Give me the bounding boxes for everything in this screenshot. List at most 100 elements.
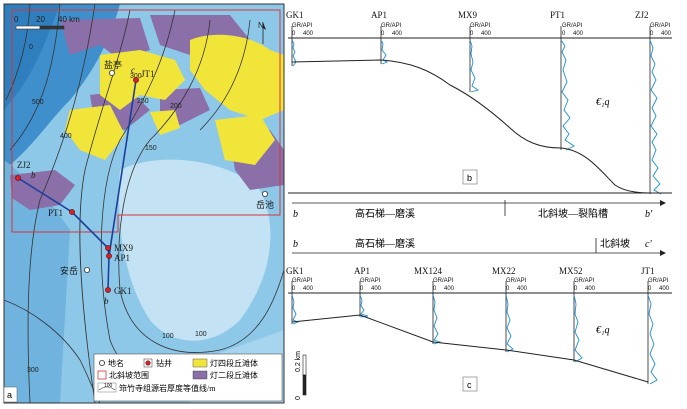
well-name: GK1	[286, 266, 304, 276]
gr-log	[573, 294, 583, 363]
section-c-well-names: GK1 AP1 MX124 MX22 MX52 JT1	[286, 266, 655, 276]
formation-label: €₁q	[596, 325, 609, 336]
contour-label: 0	[29, 44, 33, 51]
svg-text:GR/API: GR/API	[574, 278, 595, 284]
section-c-base-horizon	[291, 314, 649, 383]
legend-isoline-icon	[98, 386, 116, 391]
map-legend: 地名 钻井 灯四段丘滩体 北斜坡范围 灯二段丘滩体 100 筇竹寺组源岩厚度等值…	[93, 353, 283, 402]
panel-label-c: c	[467, 380, 472, 390]
contour-label: 100	[195, 331, 207, 338]
legend-box	[93, 353, 283, 402]
contour-label: 100	[162, 333, 174, 340]
dengsiduan-body	[100, 50, 185, 110]
zone-label: 北斜坡—裂陷槽	[538, 207, 608, 220]
svg-text:400: 400	[573, 31, 584, 37]
dengerduan-body	[60, 18, 150, 60]
contour-label: 150	[145, 145, 157, 152]
panel-label-a: a	[7, 390, 12, 400]
section-c-well-columns	[291, 281, 649, 384]
well-label: ZJ2	[17, 160, 31, 170]
svg-text:GR/API: GR/API	[506, 278, 527, 284]
section-b-well-columns	[291, 26, 651, 194]
svg-text:0: 0	[506, 286, 510, 292]
arrow-right-icon	[660, 250, 666, 256]
gr-log	[380, 39, 389, 65]
section-end-label: b	[104, 296, 109, 306]
section-line-c	[108, 79, 137, 257]
gr-log	[505, 294, 514, 353]
zone-label: 北斜坡	[600, 237, 630, 250]
section-c-panel: b 高石梯—磨溪 北斜坡 c' GK1 AP1 MX124 MX22 MX52 …	[286, 237, 672, 400]
svg-text:400: 400	[585, 286, 596, 292]
well-label: MX9	[114, 243, 134, 253]
svg-text:400: 400	[481, 31, 492, 37]
section-b-base-horizon	[291, 59, 672, 194]
well-markers	[15, 77, 139, 293]
dengsiduan-body	[215, 115, 275, 165]
city-marker	[84, 266, 91, 273]
well-label: JT1	[141, 69, 155, 79]
svg-text:400: 400	[303, 31, 314, 37]
city-label: 盐亭	[104, 59, 122, 70]
map-labels: JT1 ZJ2 PT1 MX9 AP1 GK1 盐亭 安岳 岳池 c b b	[17, 59, 274, 306]
city-marker	[261, 190, 268, 197]
svg-text:0: 0	[470, 31, 474, 37]
legend-label: 北斜坡范围	[109, 370, 149, 380]
legend-label: 地名	[108, 358, 124, 368]
dengerduan-body	[10, 170, 75, 210]
north-label: N	[258, 21, 264, 30]
svg-text:0: 0	[292, 31, 296, 37]
svg-text:0: 0	[574, 286, 578, 292]
well-label: GK1	[114, 286, 132, 296]
section-end-label: b	[31, 170, 36, 180]
well-name: ZJ2	[635, 10, 649, 20]
contour-label: 500	[32, 99, 44, 106]
well-marker	[106, 253, 112, 259]
gr-log	[560, 39, 575, 151]
svg-text:GR/API: GR/API	[470, 23, 491, 29]
well-name: GK1	[286, 10, 304, 20]
contour-line	[118, 19, 284, 353]
scale-label: 0	[295, 396, 302, 400]
section-end-label: c'	[645, 239, 652, 250]
svg-text:GR/API: GR/API	[292, 278, 313, 284]
well-label: AP1	[114, 253, 130, 263]
contour-labels: 0 100 150 200 250 300 400 500 100 300	[27, 44, 207, 374]
contour-label: 200	[170, 103, 182, 110]
scale-label: 20	[36, 15, 45, 24]
svg-text:400: 400	[444, 286, 455, 292]
well-name: JT1	[641, 266, 655, 276]
gr-log	[647, 294, 658, 385]
city-label: 安岳	[60, 265, 78, 276]
well-label: PT1	[48, 208, 63, 218]
legend-label: 灯四段丘滩体	[210, 358, 258, 368]
zone-label: 高石梯—磨溪	[355, 237, 415, 250]
legend-label: 钻井	[156, 358, 172, 368]
svg-text:GR/API: GR/API	[433, 278, 454, 284]
north-slope-extent	[11, 9, 281, 233]
scale-label: 40 km	[58, 15, 80, 24]
north-arrow-icon: N	[258, 21, 266, 44]
gr-log	[469, 39, 480, 93]
map-frame	[3, 3, 285, 404]
contour-line	[27, 4, 96, 403]
svg-text:400: 400	[659, 286, 670, 292]
section-b-log-headers: GR/API GR/API GR/API GR/API GR/API 0 400…	[292, 23, 672, 37]
scale-label: 0.2 km	[295, 351, 302, 372]
contour-label: 300	[130, 73, 142, 80]
well-name: MX9	[458, 10, 478, 20]
gr-log	[432, 294, 442, 345]
section-c-log-headers: GR/API GR/API GR/API GR/API GR/API GR/AP…	[292, 278, 670, 292]
section-b-well-names: GK1 AP1 MX9 PT1 ZJ2	[286, 10, 649, 20]
section-c-gr-logs	[291, 294, 658, 385]
map-panel: 0 100 150 200 250 300 400 500 100 300	[3, 3, 285, 404]
zone-label: 高石梯—磨溪	[355, 207, 415, 220]
dengsiduan-body	[190, 34, 284, 120]
legend-label: 筇竹寺组源岩厚度等值线/m	[119, 383, 216, 393]
contour-line	[9, 4, 61, 151]
contour-label: 250	[137, 98, 149, 105]
deepest-basin-area	[4, 4, 60, 110]
svg-text:GR/API: GR/API	[650, 23, 671, 29]
svg-text:400: 400	[303, 286, 314, 292]
svg-text:GR/API: GR/API	[648, 278, 669, 284]
